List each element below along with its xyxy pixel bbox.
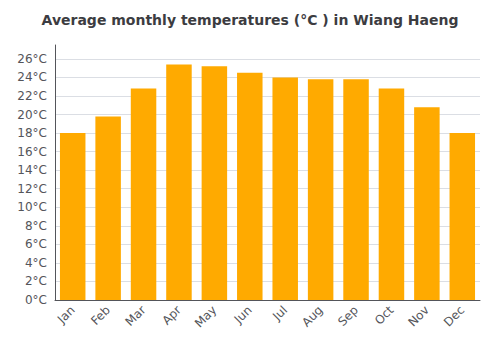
svg-text:Dec: Dec	[441, 303, 467, 329]
svg-text:Aug: Aug	[299, 303, 325, 329]
svg-text:0°C: 0°C	[25, 293, 47, 307]
svg-text:24°C: 24°C	[17, 70, 47, 84]
svg-text:4°C: 4°C	[25, 256, 47, 270]
svg-text:Average monthly temperatures (: Average monthly temperatures (°C ) in Wi…	[42, 12, 459, 28]
svg-text:Sep: Sep	[335, 303, 361, 329]
svg-text:26°C: 26°C	[17, 52, 47, 66]
svg-text:May: May	[192, 303, 219, 330]
svg-text:10°C: 10°C	[17, 200, 47, 214]
svg-text:16°C: 16°C	[17, 145, 47, 159]
svg-text:22°C: 22°C	[17, 89, 47, 103]
svg-text:6°C: 6°C	[25, 237, 47, 251]
svg-text:14°C: 14°C	[17, 163, 47, 177]
svg-text:Oct: Oct	[372, 303, 397, 328]
svg-text:Jun: Jun	[231, 303, 255, 327]
svg-text:Feb: Feb	[88, 303, 113, 328]
svg-text:Jul: Jul	[269, 303, 290, 324]
svg-text:Nov: Nov	[405, 303, 431, 329]
svg-text:Jan: Jan	[54, 303, 78, 327]
svg-text:2°C: 2°C	[25, 274, 47, 288]
svg-text:18°C: 18°C	[17, 126, 47, 140]
svg-text:20°C: 20°C	[17, 108, 47, 122]
svg-text:8°C: 8°C	[25, 219, 47, 233]
svg-text:Mar: Mar	[123, 303, 149, 329]
svg-text:Apr: Apr	[159, 303, 184, 328]
svg-text:12°C: 12°C	[17, 182, 47, 196]
